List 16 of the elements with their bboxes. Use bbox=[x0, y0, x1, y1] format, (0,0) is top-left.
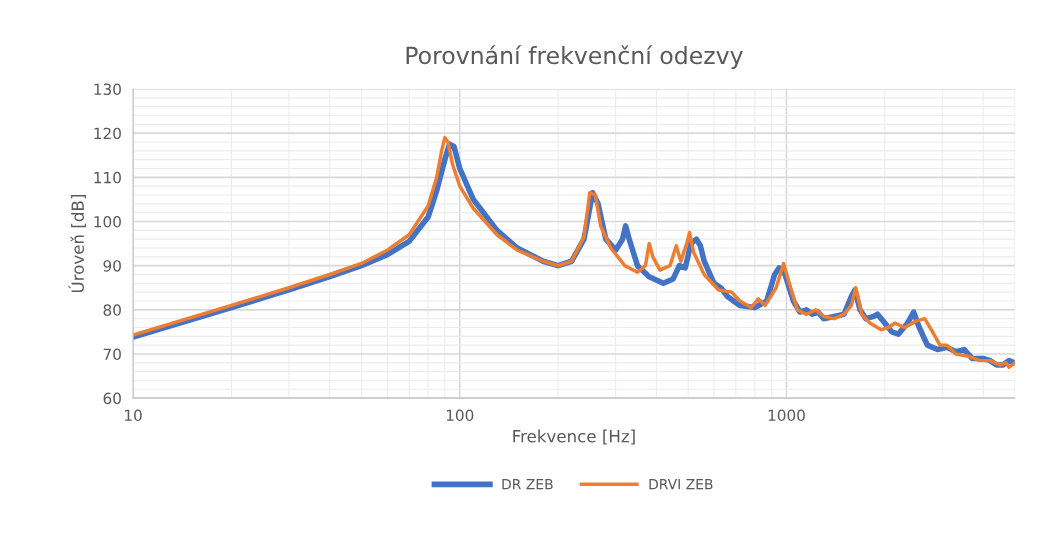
y-tick-label: 120 bbox=[94, 127, 121, 140]
chart-title: Porovnání frekvenční odezvy bbox=[406, 45, 743, 69]
y-axis-title: Úroveň [dB] bbox=[68, 195, 86, 293]
y-tick-label: 100 bbox=[94, 215, 121, 228]
x-tick-label: 1000 bbox=[768, 409, 805, 422]
legend-label: DRVI ZEB bbox=[649, 479, 713, 490]
x-tick-label: 100 bbox=[446, 409, 474, 422]
y-tick-label: 110 bbox=[94, 171, 121, 184]
x-axis-title: Frekvence [Hz] bbox=[513, 429, 635, 445]
x-tick-label: 10 bbox=[125, 409, 142, 422]
y-tick-label: 90 bbox=[103, 260, 121, 272]
legend-label: DR ZEB bbox=[502, 479, 553, 490]
y-tick-label: 80 bbox=[103, 304, 121, 316]
y-tick-label: 130 bbox=[94, 83, 121, 96]
y-tick-label: 70 bbox=[103, 348, 121, 361]
y-tick-label: 60 bbox=[103, 392, 121, 405]
